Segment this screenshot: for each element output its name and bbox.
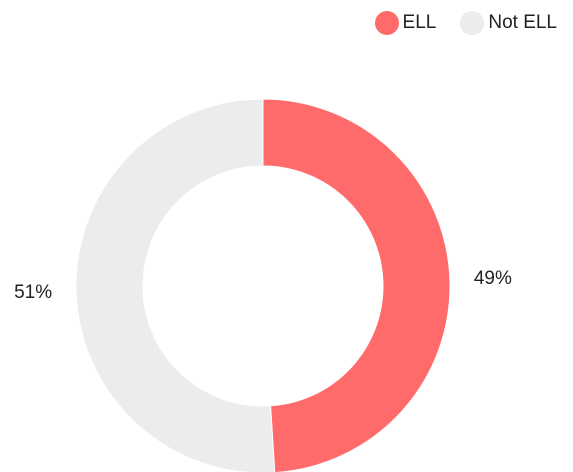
legend-item-not-ell[interactable]: Not ELL xyxy=(460,11,557,35)
slice-ell[interactable] xyxy=(262,98,451,472)
legend-swatch-not-ell xyxy=(460,11,485,35)
slice-not-ell[interactable] xyxy=(75,98,276,472)
legend-item-ell[interactable]: ELL xyxy=(374,11,437,35)
legend-label-not-ell: Not ELL xyxy=(488,12,557,33)
labels-layer: 49% 51% xyxy=(14,268,512,303)
legend-label-ell: ELL xyxy=(402,12,437,33)
legend-swatch-ell xyxy=(374,11,399,35)
slices-layer xyxy=(75,98,451,472)
data-label-not-ell: 51% xyxy=(14,282,52,303)
data-label-ell: 49% xyxy=(474,268,512,289)
legend: ELL Not ELL xyxy=(374,11,557,35)
